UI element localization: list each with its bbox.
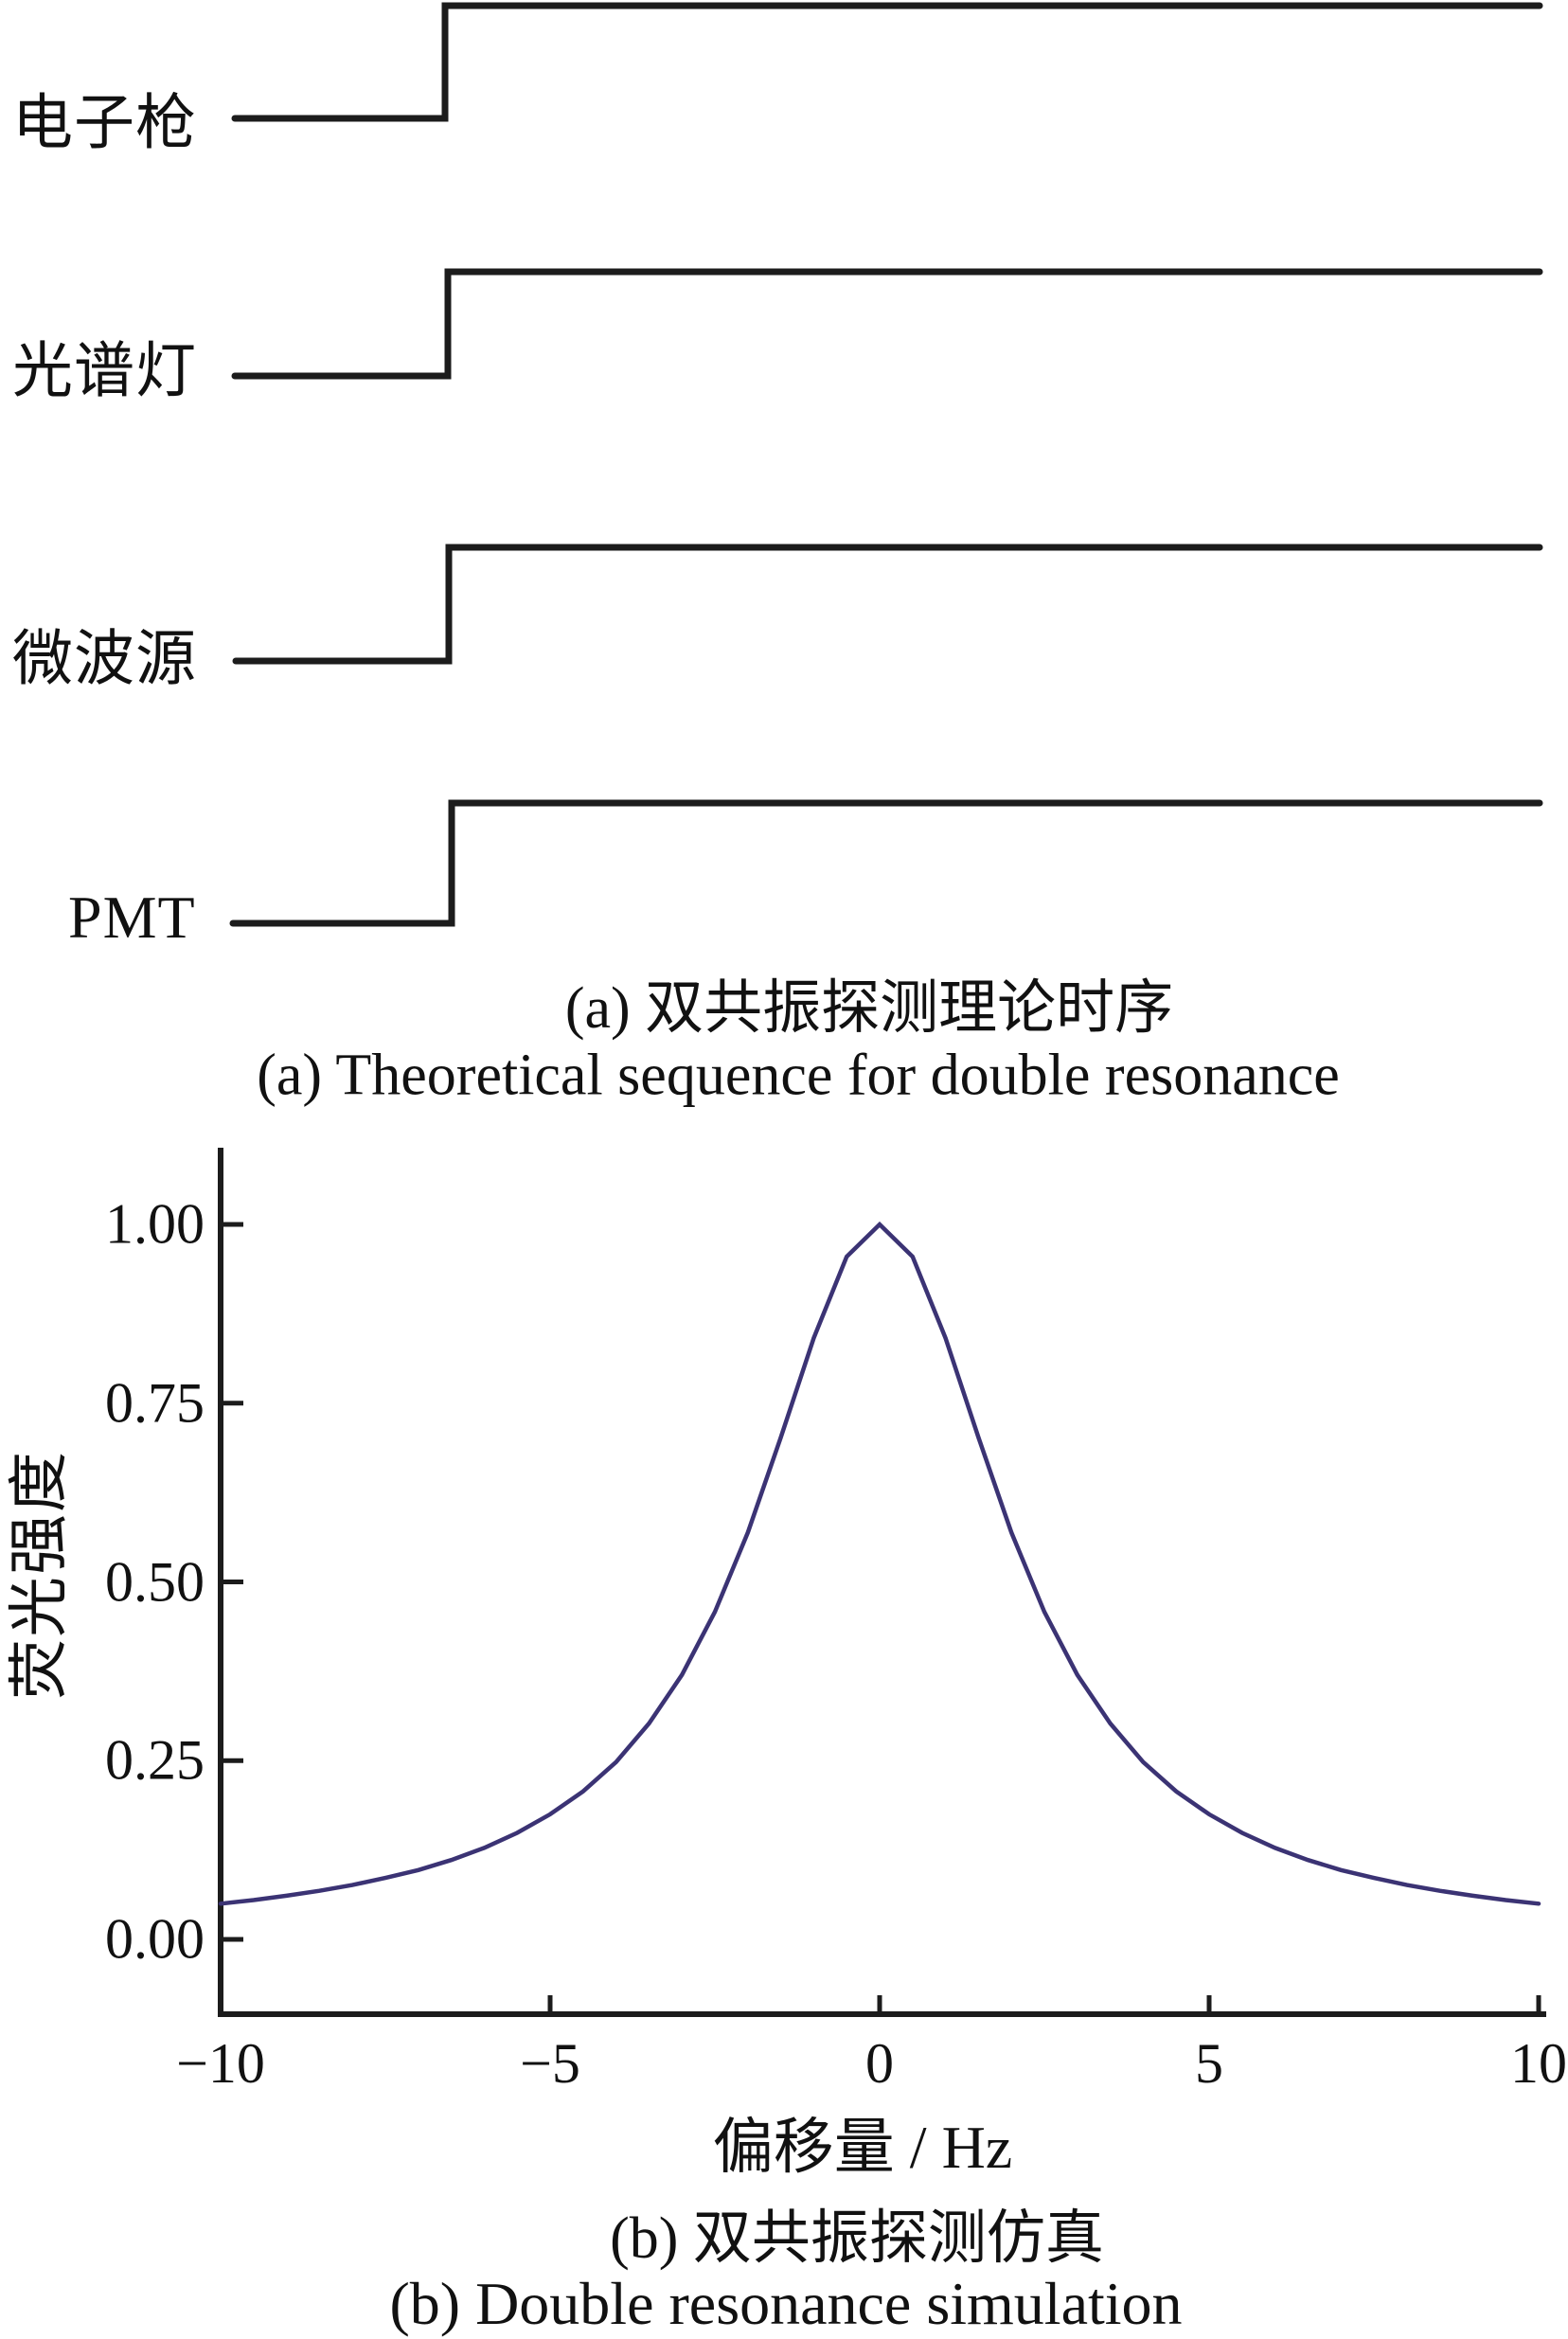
y-tick-label-0.00: 0.00: [105, 1907, 205, 1971]
x-tick-label-−10: −10: [176, 2032, 265, 2095]
panel-b-caption-en: (b) Double resonance simulation: [389, 2270, 1183, 2337]
timing-trace-2: [231, 268, 1543, 380]
y-tick-label-0.25: 0.25: [105, 1728, 205, 1792]
timing-trace-4: [229, 799, 1543, 927]
timing-trace-1: [231, 2, 1543, 122]
y-tick-label-0.50: 0.50: [105, 1550, 205, 1613]
x-tick-label-−5: −5: [520, 2032, 580, 2095]
y-tick-label-1.00: 1.00: [105, 1192, 205, 1256]
x-tick-label-5: 5: [1195, 2032, 1223, 2095]
plot-axes: [218, 1148, 1546, 2017]
trace-label-microwave-source: 微波源: [12, 625, 197, 693]
trace-label-pmt: PMT: [68, 884, 196, 952]
x-axis-title: 偏移量 / Hz: [712, 2114, 1013, 2181]
panel-a-caption-zh: (a) 双共振探测理论时序: [564, 976, 1174, 1041]
trace-label-spectral-lamp: 光谱灯: [12, 337, 197, 405]
y-axis-title: 荧光强度: [6, 1450, 73, 1700]
panel-b-caption-zh: (b) 双共振探测仿真: [610, 2206, 1104, 2271]
panel-a-caption-en: (a) Theoretical sequence for double reso…: [257, 1043, 1340, 1108]
x-tick-label-0: 0: [865, 2032, 894, 2095]
resonance-curve: [218, 1221, 1541, 1906]
trace-label-electron-gun: 电子枪: [12, 89, 197, 157]
y-tick-label-0.75: 0.75: [105, 1371, 205, 1435]
x-tick-label-10: 10: [1510, 2032, 1567, 2095]
timing-trace-3: [232, 544, 1543, 665]
